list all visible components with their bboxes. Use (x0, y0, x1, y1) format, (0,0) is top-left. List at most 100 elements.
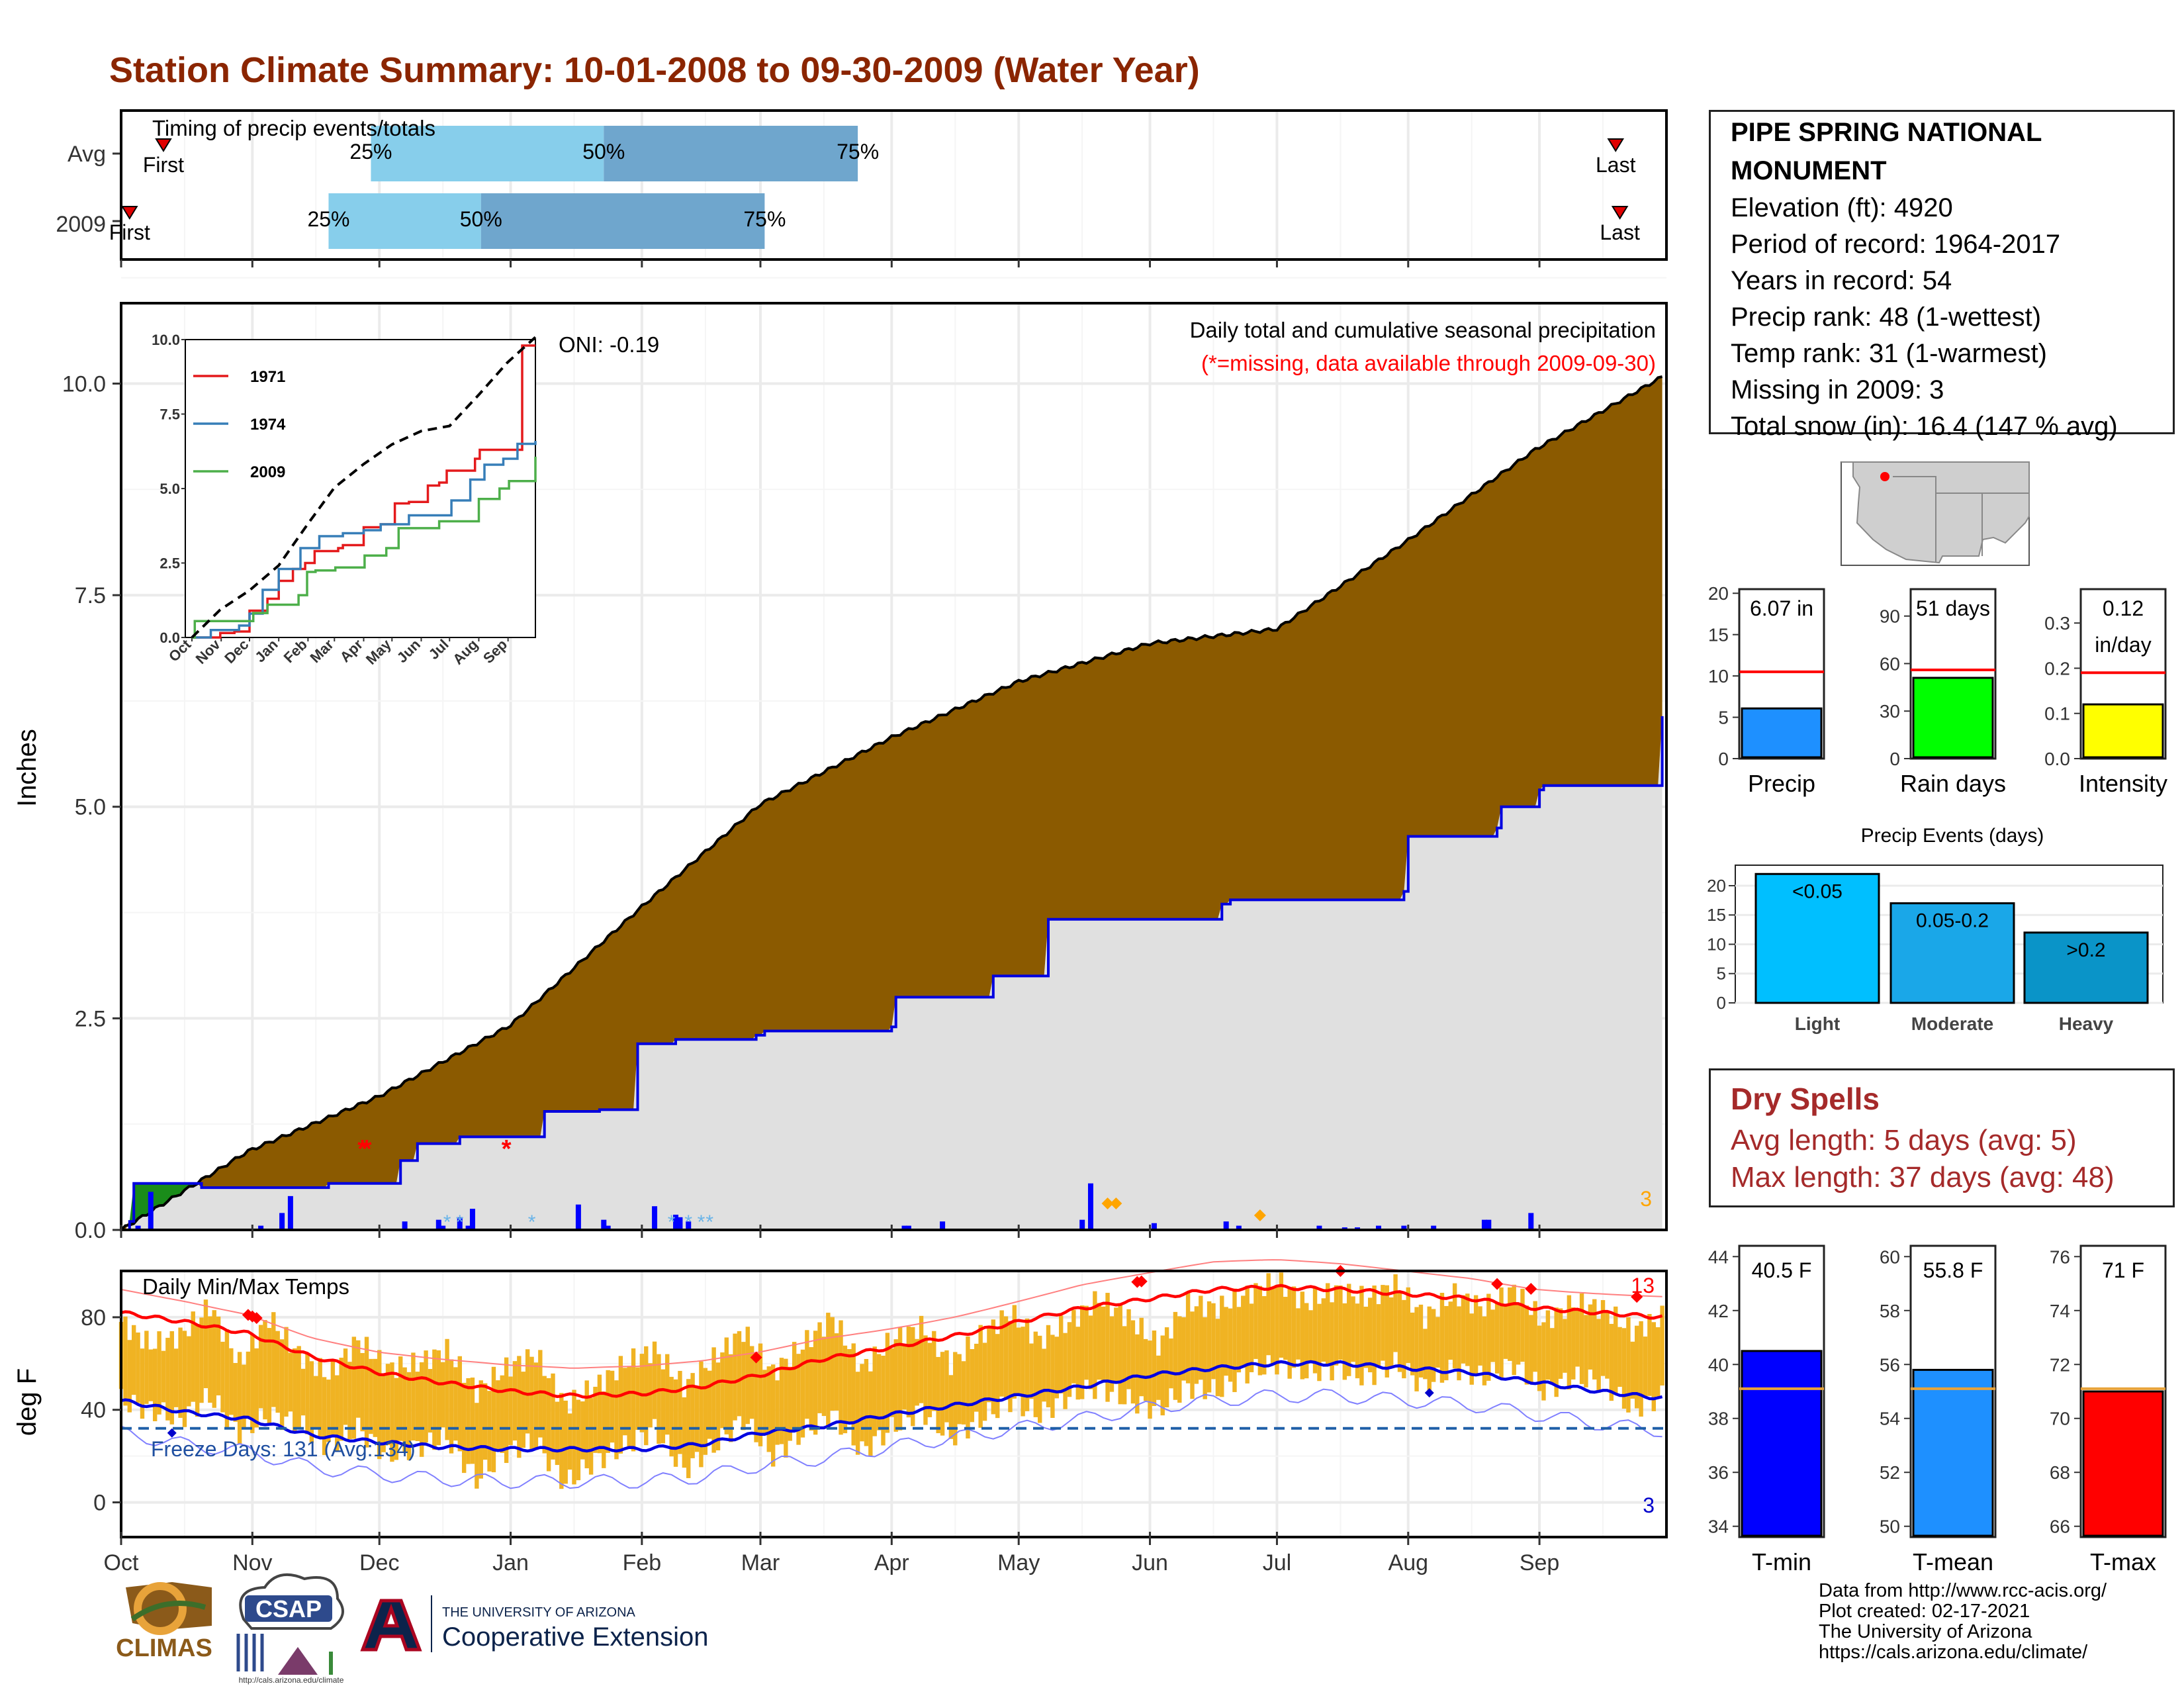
daily-temp-range-bar (496, 1380, 500, 1450)
daily-temp-range-bar (1486, 1293, 1491, 1381)
temp-bar-tick-label-1-5: 60 (1880, 1246, 1900, 1267)
daily-temp-range-bar (999, 1310, 1004, 1397)
station-info-box: PIPE SPRING NATIONAL MONUMENT Elevation … (1709, 110, 2175, 441)
timing-row-label-avg: Avg (68, 142, 106, 167)
inset-ytick-label-3: 7.5 (159, 406, 180, 423)
events-title: Precip Events (days) (1861, 825, 2044, 847)
dry-spells-max: Max length: 37 days (avg: 48) (1731, 1161, 2115, 1194)
daily-temp-range-bar (948, 1375, 954, 1439)
month-label-nov: Nov (232, 1550, 272, 1575)
temp-title: Daily Min/Max Temps (142, 1274, 349, 1299)
daily-temp-range-bar (855, 1372, 860, 1455)
daily-temp-range-bar (521, 1372, 525, 1448)
temp-bar-t-max (2082, 1390, 2164, 1537)
daily-temp-range-bar (686, 1379, 691, 1478)
daily-temp-range-bar (1003, 1316, 1009, 1400)
daily-precip-bar (1236, 1225, 1242, 1230)
daily-precip-bar (1431, 1225, 1437, 1230)
daily-temp-range-bar (1190, 1311, 1195, 1399)
daily-temp-range-bar (834, 1333, 839, 1411)
credit-date: Plot created: 02-17-2021 (1819, 1601, 2030, 1622)
daily-temp-range-bar (1228, 1308, 1233, 1382)
daily-temp-range-bar (1173, 1311, 1178, 1400)
climas-wordmark: CLIMAS (116, 1634, 212, 1662)
daily-temp-range-bar (970, 1349, 975, 1423)
mini-bar-label-2: Intensity (2079, 770, 2167, 797)
snow-marker: * (698, 1211, 705, 1233)
daily-temp-range-bar (1435, 1317, 1440, 1368)
inset-legend-label-2009: 2009 (250, 463, 285, 481)
csap-url: http://cals.arizona.edu/climate (239, 1675, 344, 1685)
daily-temp-range-bar (300, 1368, 306, 1416)
daily-temp-range-bar (482, 1383, 488, 1460)
daily-temp-range-bar (618, 1356, 623, 1454)
temp-bar-tick-label-0-1: 36 (1708, 1462, 1729, 1483)
daily-temp-range-bar (335, 1375, 340, 1452)
daily-precip-bar (677, 1217, 683, 1230)
daily-temp-range-bar (1139, 1317, 1144, 1397)
daily-precip-bar (605, 1225, 611, 1230)
daily-precip-bar (1316, 1225, 1322, 1230)
precip-ytick-label-1: 2.5 (75, 1006, 106, 1031)
daily-temp-range-bar (364, 1336, 369, 1448)
daily-temp-range-bar (258, 1325, 263, 1409)
daily-temp-range-bar (1088, 1315, 1093, 1389)
daily-temp-range-bar (1596, 1319, 1601, 1393)
snow-marker: * (528, 1211, 536, 1233)
daily-temp-range-bar (449, 1359, 454, 1454)
daily-temp-range-bar (1550, 1328, 1555, 1385)
daily-temp-range-bar (1427, 1306, 1432, 1395)
daily-temp-range-bar (546, 1378, 551, 1472)
daily-temp-range-bar (1630, 1341, 1635, 1399)
daily-temp-range-bar (1465, 1293, 1470, 1366)
daily-temp-range-bar (932, 1331, 936, 1411)
timing-p25-label-0: 25% (349, 140, 392, 164)
daily-temp-range-bar (1304, 1303, 1309, 1379)
temp-bar-tick-label-0-5: 44 (1708, 1246, 1729, 1267)
daily-temp-range-bar (1262, 1296, 1267, 1375)
daily-temp-range-bar (1101, 1306, 1106, 1382)
daily-temp-range-bar (864, 1358, 869, 1446)
timing-first-marker-1 (121, 206, 138, 220)
temp-bar-tick-label-1-4: 58 (1880, 1301, 1900, 1321)
mini-bar-tick-label-1-3: 90 (1880, 606, 1900, 627)
daily-temp-range-bar (572, 1389, 576, 1485)
daily-temp-range-bar (762, 1370, 767, 1434)
daily-temp-range-bar (927, 1342, 933, 1417)
precip-subtitle: (*=missing, data available through 2009-… (1201, 351, 1656, 375)
timing-first-marker-0 (155, 138, 172, 152)
record-high-marker (1491, 1278, 1504, 1290)
daily-temp-range-bar (1135, 1334, 1140, 1414)
mini-bar-value-unit-2: in/day (2095, 633, 2151, 657)
daily-precip-bar (1087, 1183, 1093, 1230)
missing-count: 3 (1640, 1187, 1652, 1211)
precip-avg-line (120, 375, 1663, 1231)
timing-p25-label-1: 25% (307, 207, 349, 231)
daily-temp-range-bar (508, 1376, 513, 1446)
daily-temp-range-bar (792, 1342, 797, 1430)
daily-temp-range-bar (940, 1352, 945, 1436)
daily-temp-range-bar (1148, 1340, 1152, 1419)
daily-temp-range-bar (533, 1362, 539, 1450)
daily-temp-range-bar (703, 1368, 708, 1455)
daily-temp-range-bar (1635, 1325, 1639, 1409)
avg-max-line (120, 1284, 1663, 1399)
daily-temp-range-bar (1605, 1310, 1610, 1379)
daily-temp-range-bar (1490, 1309, 1495, 1362)
month-label-jan: Jan (492, 1550, 529, 1575)
daily-temp-range-bar (394, 1378, 399, 1460)
csap-logo: CSAP http://cals.arizona.edu/climate (236, 1573, 344, 1685)
daily-temp-range-bar (741, 1342, 746, 1430)
mini-bar-tick-label-0-4: 20 (1708, 583, 1729, 604)
daily-temp-range-bar (715, 1362, 721, 1451)
inset-ytick-label-4: 10.0 (152, 332, 180, 348)
events-category-0: Light (1795, 1013, 1840, 1034)
daily-temp-range-bar (1097, 1303, 1101, 1380)
daily-temp-range-bar (1524, 1305, 1529, 1385)
daily-temp-range-bar (694, 1385, 700, 1452)
daily-temp-range-bar (1130, 1320, 1136, 1404)
daily-temp-range-bar (1647, 1314, 1652, 1396)
daily-temp-range-bar (606, 1370, 610, 1453)
daily-temp-range-bar (373, 1358, 378, 1437)
